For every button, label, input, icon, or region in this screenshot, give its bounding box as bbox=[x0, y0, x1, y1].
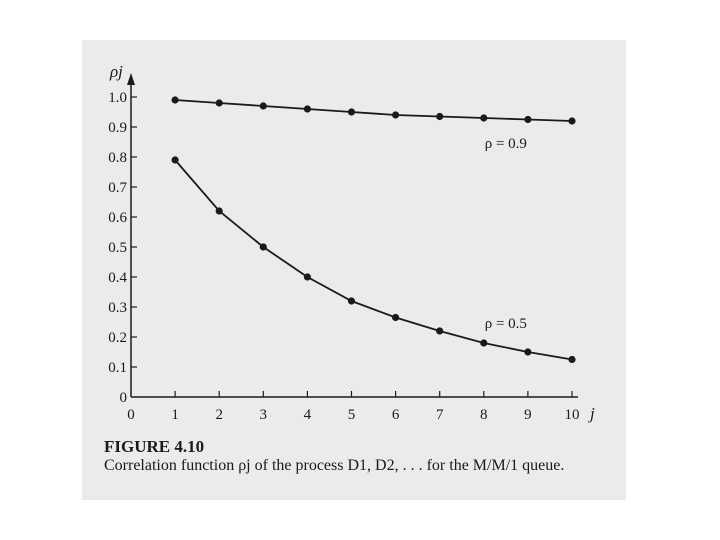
x-tick-label: 9 bbox=[524, 407, 532, 423]
y-axis-label: ρj bbox=[109, 62, 123, 81]
y-tick-label: 1.0 bbox=[108, 90, 127, 106]
data-point bbox=[524, 115, 532, 124]
y-tick-label: 0.7 bbox=[108, 180, 127, 196]
data-point bbox=[171, 96, 179, 104]
x-tick-label: 0 bbox=[127, 407, 135, 423]
data-point bbox=[215, 207, 223, 215]
x-tick-label: 2 bbox=[215, 407, 223, 423]
y-tick-label: 0.5 bbox=[108, 240, 127, 256]
series-line bbox=[175, 99, 573, 122]
data-point bbox=[303, 273, 311, 281]
x-tick-label: 3 bbox=[260, 407, 268, 423]
data-point bbox=[568, 117, 576, 125]
y-tick-label: 0.2 bbox=[108, 330, 127, 346]
data-point bbox=[215, 99, 223, 107]
data-point bbox=[436, 327, 444, 335]
y-tick-label: 0.3 bbox=[108, 300, 127, 316]
x-tick-label: 8 bbox=[480, 407, 488, 423]
data-point bbox=[480, 339, 488, 347]
data-point bbox=[436, 112, 444, 121]
data-point bbox=[259, 243, 267, 251]
x-tick-label: 4 bbox=[304, 407, 312, 423]
data-point bbox=[524, 348, 532, 356]
series-label: ρ = 0.9 bbox=[485, 136, 527, 152]
series-line bbox=[174, 159, 573, 361]
x-axis-label: j bbox=[588, 404, 595, 423]
chart-axes bbox=[127, 73, 578, 398]
y-tick-label: 0.9 bbox=[108, 120, 127, 136]
data-point bbox=[392, 313, 400, 322]
x-tick-label: 1 bbox=[171, 407, 179, 423]
data-point bbox=[568, 355, 576, 364]
x-tick-label: 7 bbox=[436, 407, 444, 423]
y-tick-label: 0.1 bbox=[108, 360, 127, 376]
series-label: ρ = 0.5 bbox=[485, 316, 527, 332]
figure-caption-title: FIGURE 4.10 bbox=[104, 437, 205, 456]
y-tick-label: 0.4 bbox=[108, 270, 127, 286]
figure-caption-text: Correlation function ρj of the process D… bbox=[104, 457, 565, 474]
data-point bbox=[259, 102, 267, 110]
x-tick-label: 10 bbox=[565, 407, 580, 423]
y-tick-label: 0 bbox=[120, 390, 128, 406]
scanned-page-background bbox=[82, 40, 626, 500]
y-tick-label: 0.6 bbox=[108, 210, 127, 226]
data-point bbox=[480, 114, 488, 122]
x-tick-label: 5 bbox=[348, 407, 356, 423]
data-point bbox=[347, 108, 356, 116]
data-point bbox=[347, 297, 356, 305]
x-tick-label: 6 bbox=[392, 407, 400, 423]
data-point bbox=[392, 111, 400, 119]
chart-ticks: 0 1 2 3 4 5 6 7 8 9 10 0 0.1 0.2 0.3 0.4 0.5 0.6 0.7 0.8 0.9… bbox=[108, 90, 579, 423]
data-point bbox=[303, 105, 311, 113]
y-tick-label: 0.8 bbox=[108, 150, 127, 166]
data-point bbox=[171, 156, 179, 164]
y-axis-arrow-icon bbox=[127, 73, 135, 85]
chart-series: ρ = 0.9 ρ = 0.5 bbox=[171, 96, 576, 364]
